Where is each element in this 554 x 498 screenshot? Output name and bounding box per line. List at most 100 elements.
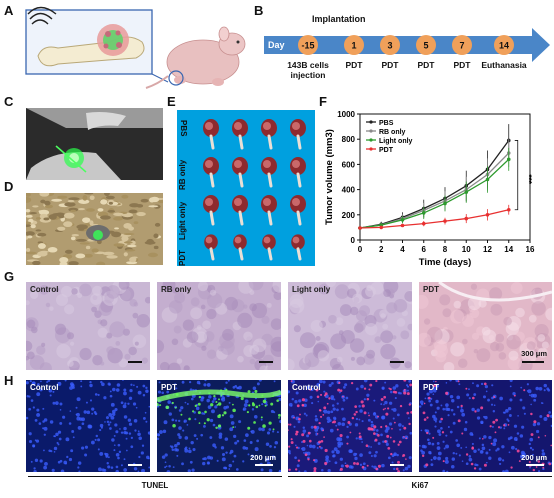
tumor-specimen	[203, 195, 219, 226]
y-tick-label: 600	[342, 160, 356, 169]
tumor-specimen	[290, 157, 306, 188]
timeline-day-value: 1	[351, 41, 356, 51]
row-label-pdt: PDT	[178, 250, 187, 266]
panel-c-photo	[26, 108, 163, 180]
panel-a-schematic	[18, 4, 250, 92]
histology-row: Control RB only Light only PDT 300 μm	[26, 282, 552, 370]
panel-label-h: H	[4, 373, 14, 388]
panel-label-b: B	[254, 3, 264, 18]
data-point	[421, 211, 426, 215]
histology-scale-label: 300 μm	[521, 349, 547, 358]
data-point	[358, 226, 362, 230]
data-point	[506, 207, 511, 212]
ki67-control: Control	[288, 380, 412, 472]
panel-f-chart: 0 2 4 6 8 10 12 14 16 0 200 400 600 800 1000 Time (days…	[322, 100, 552, 272]
mouse-bone-illustration	[25, 6, 246, 89]
data-point	[464, 190, 469, 194]
x-tick-label: 12	[483, 245, 492, 254]
histology-label-pdt: PDT	[423, 285, 439, 294]
timeline-day-value: 5	[423, 41, 428, 51]
ki67-group-label: Ki67	[411, 481, 429, 490]
tumor-specimen	[232, 119, 248, 150]
tumor-specimen	[261, 195, 277, 226]
scale-bar	[259, 361, 273, 363]
scale-bar	[526, 464, 544, 466]
x-tick-label: 8	[443, 245, 448, 254]
tumor-specimen	[290, 195, 306, 226]
ki67-pdt: PDT 200 μm	[419, 380, 552, 472]
timeline-day-marker	[344, 35, 364, 55]
ki67-group-line	[288, 476, 552, 477]
timeline-header: Implantation	[312, 14, 366, 24]
timeline-day-marker	[416, 35, 436, 55]
timeline-event-label: Euthanasia	[481, 60, 527, 70]
row-label-light-only: Light only	[178, 201, 187, 240]
timeline-event-label: injection	[291, 70, 326, 80]
timeline-day-marker	[380, 35, 400, 55]
panel-label-d: D	[4, 179, 14, 194]
ki67-scale-label: 200 μm	[521, 453, 547, 462]
scale-bar	[255, 464, 273, 466]
y-axis-label: Tumor volume (mm3)	[324, 129, 335, 225]
legend-label: RB only	[379, 129, 406, 136]
tumor-specimen	[203, 119, 219, 150]
timeline-day-marker	[494, 35, 514, 55]
series-line	[359, 152, 510, 229]
timeline-day-label: Day	[268, 40, 285, 50]
scale-bar	[390, 361, 404, 363]
timeline-day-value: 3	[387, 41, 392, 51]
tumor-specimen	[232, 157, 248, 188]
histology-rb-only: RB only	[157, 282, 281, 370]
legend-label: PBS	[379, 120, 394, 127]
panel-label-g: G	[4, 269, 15, 284]
x-axis-label: Time (days)	[419, 257, 472, 268]
timeline-event-label: PDT	[346, 60, 364, 70]
row-label-pbs: PBS	[179, 120, 188, 137]
row-label-rb-only: RB only	[178, 159, 187, 190]
panel-label-f: F	[319, 94, 327, 109]
timeline-day-value: 14	[499, 41, 509, 51]
panel-label-a: A	[4, 3, 14, 18]
fluorescence-row: Control PDT 200 μm Control PDT 200 μm	[26, 380, 552, 472]
data-point	[506, 157, 511, 162]
histology-pdt: PDT 300 μm	[419, 282, 552, 370]
x-tick-label: 10	[462, 245, 471, 254]
data-point	[421, 221, 426, 226]
x-tick-label: 16	[526, 245, 535, 254]
x-tick-label: 0	[358, 245, 363, 254]
y-tick-label: 0	[351, 236, 356, 245]
timeline-day-marker	[452, 35, 472, 55]
tunel-control: Control	[26, 380, 150, 472]
timeline-day-marker	[298, 35, 318, 55]
tumor-volume-chart: 0 2 4 6 8 10 12 14 16 0 200 400 600 800 1000 Time (days…	[324, 110, 535, 268]
tumor-specimen	[262, 234, 276, 261]
y-tick-label: 800	[342, 135, 356, 144]
tunel-pdt: PDT 200 μm	[157, 380, 281, 472]
data-point	[485, 213, 490, 217]
tunel-scale-label: 200 μm	[250, 453, 276, 462]
timeline-event-label: PDT	[382, 60, 400, 70]
tumor-specimen	[233, 234, 247, 261]
histology-label-light-only: Light only	[292, 285, 331, 294]
histology-label-control: Control	[30, 285, 59, 294]
data-point	[400, 218, 405, 222]
panel-b-timeline: -15 143B cells injection 1 PDT 3 PDT 5 PDT 7 PDT 14…	[260, 4, 552, 92]
timeline-event-label: 143B cells	[287, 60, 329, 70]
scale-bar	[128, 464, 142, 466]
tumor-specimen	[203, 157, 219, 188]
fluo-label-tunel-control: Control	[30, 383, 59, 392]
panel-e-tumor-photo: PBS RB only Light only PDT	[177, 110, 315, 266]
fluo-label-ki67-control: Control	[292, 383, 321, 392]
panel-d-photo	[26, 193, 163, 265]
tumor-specimen	[261, 157, 277, 188]
histology-control: Control	[26, 282, 150, 370]
panel-label-c: C	[4, 94, 14, 109]
series-line	[359, 209, 509, 229]
tunel-group-label: TUNEL	[141, 481, 169, 490]
y-tick-label: 200	[342, 211, 356, 220]
tumor-specimen	[261, 119, 277, 150]
tunel-group-line	[28, 476, 282, 477]
panel-label-e: E	[167, 94, 176, 109]
tumor-grid	[203, 119, 306, 261]
timeline-event-label: PDT	[418, 60, 436, 70]
